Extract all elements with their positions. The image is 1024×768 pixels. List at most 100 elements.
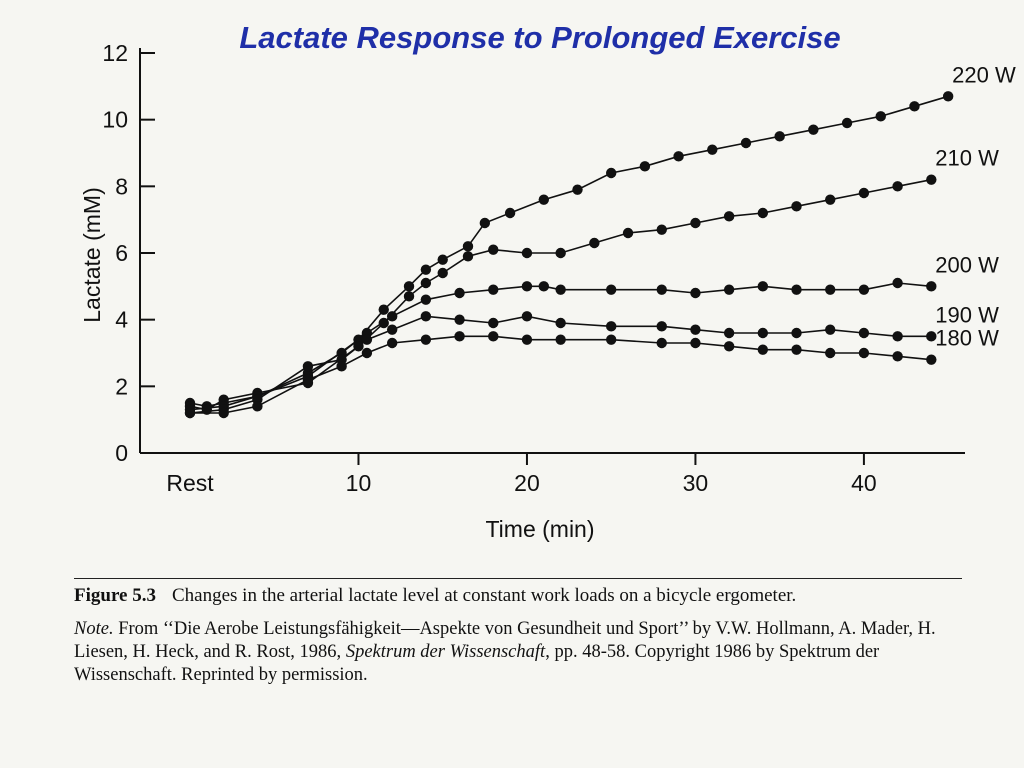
data-point — [361, 347, 373, 359]
data-point — [926, 354, 937, 365]
y-axis-label: Lactate (mM) — [79, 187, 105, 322]
x-tick-label: 20 — [514, 470, 540, 496]
data-point — [420, 334, 432, 345]
x-tick-label: 10 — [346, 470, 372, 496]
figure-text: Changes in the arterial lactate level at… — [171, 585, 797, 606]
data-point — [589, 237, 600, 249]
data-point — [454, 331, 465, 342]
data-point — [420, 264, 432, 275]
data-point — [892, 351, 903, 362]
x-tick-label: 40 — [851, 470, 877, 496]
data-point — [774, 131, 785, 142]
data-point — [926, 174, 937, 185]
data-point — [420, 294, 432, 305]
data-point — [386, 311, 398, 322]
data-point — [218, 407, 229, 419]
data-point — [521, 311, 533, 322]
note-text-2: , pp. 48-58. — [545, 642, 630, 662]
data-point — [656, 224, 667, 235]
data-point — [757, 327, 769, 339]
y-tick-label: 4 — [115, 307, 128, 333]
data-point — [521, 281, 533, 292]
data-point — [555, 317, 566, 329]
data-point — [639, 161, 651, 172]
data-point — [386, 324, 398, 335]
data-point — [605, 321, 617, 332]
data-point — [521, 247, 533, 259]
data-point — [386, 337, 398, 349]
data-point — [892, 277, 903, 289]
data-point — [656, 337, 667, 349]
data-point — [538, 281, 550, 292]
data-point — [479, 217, 491, 229]
slide-title: Lactate Response to Prolonged Exercise — [239, 20, 841, 55]
data-point — [858, 187, 870, 199]
y-tick-label: 10 — [102, 107, 128, 133]
data-point — [791, 201, 802, 212]
data-point — [892, 331, 903, 342]
x-axis-label: Time (min) — [485, 516, 594, 542]
data-point — [791, 284, 802, 295]
data-point — [673, 151, 684, 162]
data-point — [488, 317, 499, 329]
series-line — [189, 315, 932, 414]
lactate-line-chart: 0 2 4 6 8 10 12 Rest 10 20 30 40 220 W 210 W 200 W 190… — [79, 40, 1016, 542]
data-point — [454, 314, 465, 325]
figure-label: Figure 5.3 — [74, 585, 156, 606]
data-point — [437, 267, 448, 279]
data-point — [858, 327, 870, 339]
data-point — [942, 91, 954, 102]
data-point — [201, 404, 213, 415]
data-point — [462, 241, 474, 252]
data-point — [488, 331, 499, 342]
y-tick-label: 6 — [115, 240, 128, 266]
data-point — [791, 327, 802, 339]
y-tick-label: 8 — [115, 173, 128, 199]
data-point — [605, 334, 617, 345]
caption-rule — [74, 578, 962, 579]
data-point — [302, 374, 314, 385]
data-point — [690, 337, 701, 349]
y-tick-label: 12 — [102, 40, 128, 66]
x-tick-label: 30 — [683, 470, 709, 496]
data-point — [791, 344, 802, 355]
data-point — [555, 247, 566, 259]
data-point — [690, 217, 701, 229]
data-point — [909, 101, 920, 112]
data-point — [184, 407, 196, 419]
data-point — [403, 281, 415, 292]
series-label: 210 W — [935, 146, 999, 171]
data-point — [361, 334, 373, 345]
data-point — [252, 401, 263, 412]
data-point — [690, 324, 701, 335]
note-text-1: From ‘‘Die Aerobe Leistungsfähigkeit—Asp… — [74, 619, 936, 662]
data-point — [521, 334, 533, 345]
data-point — [926, 331, 937, 342]
caption-figure-line: Figure 5.3 Changes in the arterial lactat… — [74, 583, 974, 608]
data-point — [723, 341, 735, 352]
data-point — [858, 284, 870, 295]
data-point — [454, 287, 465, 299]
data-point — [825, 347, 836, 359]
data-point — [825, 324, 836, 335]
data-point — [892, 181, 903, 192]
figure-caption: Figure 5.3 Changes in the arterial lactat… — [74, 578, 974, 687]
data-points — [184, 91, 954, 419]
data-point — [605, 167, 617, 179]
data-point — [622, 227, 634, 239]
data-point — [403, 291, 415, 302]
data-point — [757, 344, 769, 355]
data-point — [656, 321, 667, 332]
data-point — [841, 117, 853, 129]
data-point — [336, 361, 347, 372]
x-tick-label: Rest — [166, 470, 214, 496]
data-point — [538, 194, 550, 205]
axes: 0 2 4 6 8 10 12 Rest 10 20 30 40 — [102, 40, 965, 496]
data-point — [555, 284, 566, 295]
data-point — [555, 334, 566, 345]
series-line — [190, 335, 932, 414]
data-point — [808, 124, 819, 135]
data-point — [690, 287, 701, 299]
note-label: Note. — [74, 619, 114, 639]
